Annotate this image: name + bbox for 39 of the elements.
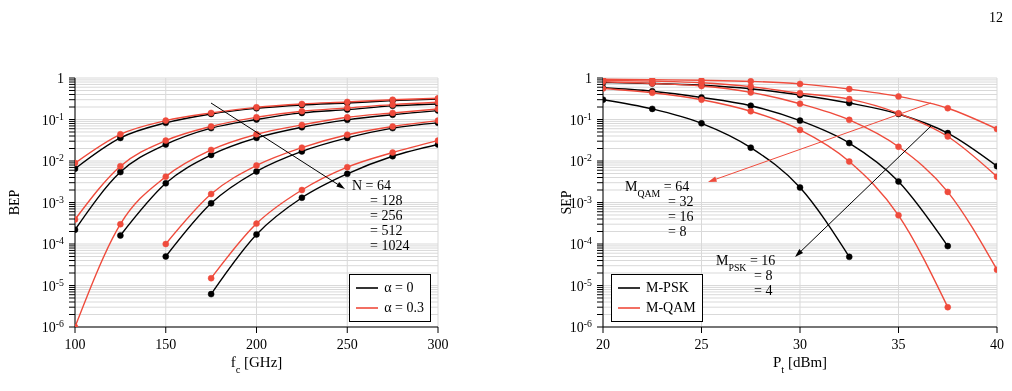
- x-tick-label: 35: [891, 337, 906, 352]
- x-tick-label: 250: [336, 337, 358, 352]
- y-tick-label: 10$^{-5}$: [569, 276, 593, 294]
- x-tick-label: 20: [596, 337, 610, 352]
- y-tick-label: 1: [57, 71, 64, 86]
- annotation: = 512: [370, 223, 403, 238]
- x-axis-title: f$_{c}$ [GHz]: [230, 354, 283, 375]
- annotation: = 1024: [370, 238, 410, 253]
- x-axis-title: P$_{t}$ [dBm]: [772, 354, 828, 375]
- legend-label: α = 0: [384, 280, 414, 296]
- annotation: N = 64: [352, 178, 392, 193]
- y-tick-label: 10$^{-1}$: [41, 110, 65, 128]
- annotation: = 16: [668, 209, 694, 224]
- x-tick-label: 200: [246, 337, 267, 352]
- x-tick-label: 30: [793, 337, 807, 352]
- y-tick-label: 10$^{-1}$: [569, 110, 593, 128]
- annotation: = 8: [668, 224, 687, 239]
- y-tick-label: 10$^{-6}$: [569, 317, 593, 335]
- annotation: = 4: [754, 283, 773, 298]
- x-tick-label: 300: [427, 337, 449, 352]
- y-tick-label: 10$^{-3}$: [41, 193, 65, 211]
- x-tick-label: 100: [64, 337, 86, 352]
- x-tick-label: 40: [990, 337, 1004, 352]
- y-tick-label: 10$^{-2}$: [569, 151, 593, 169]
- legend-label: α = 0.3: [384, 300, 424, 316]
- y-tick-label: 1: [585, 71, 592, 86]
- y-axis-title: BEP: [7, 189, 22, 216]
- y-tick-label: 10$^{-4}$: [569, 234, 593, 252]
- legend-label: M-QAM: [646, 300, 696, 316]
- x-tick-label: 150: [155, 337, 177, 352]
- text: 12: [989, 10, 1003, 25]
- y-tick-label: 10$^{-4}$: [41, 234, 65, 252]
- y-tick-label: 10$^{-6}$: [41, 317, 65, 335]
- x-tick-label: 25: [694, 337, 709, 352]
- y-tick-label: 10$^{-5}$: [41, 276, 65, 294]
- annotation: = 128: [370, 193, 403, 208]
- y-tick-label: 10$^{-2}$: [41, 151, 65, 169]
- legend-label: M-PSK: [646, 280, 689, 296]
- annotation: = 256: [370, 208, 403, 223]
